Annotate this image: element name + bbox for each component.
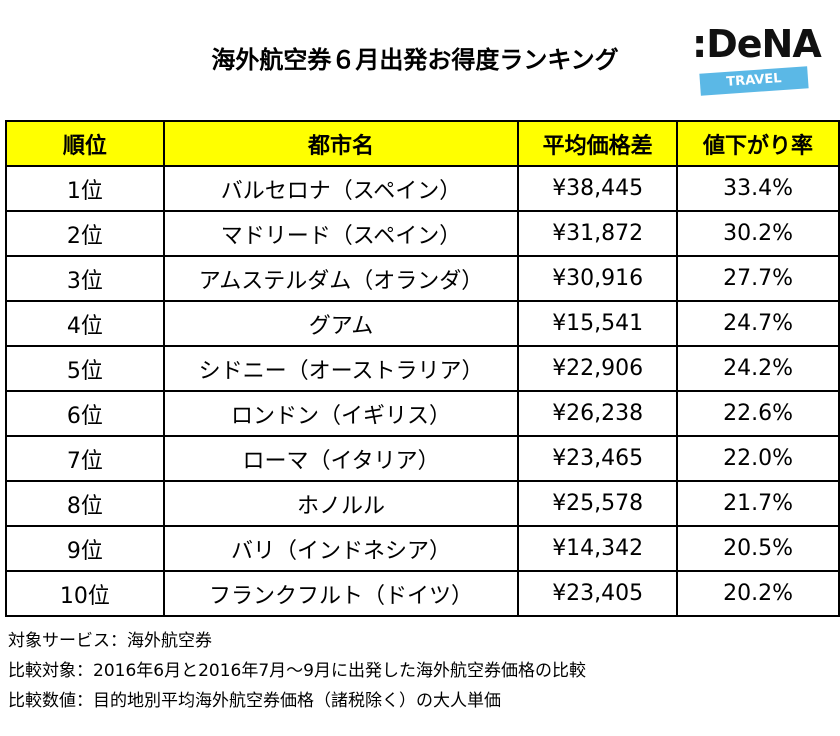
table-row: 5位 シドニー（オーストラリア） ¥22,906 24.2%	[5, 345, 840, 392]
cell: 27.7%	[676, 255, 840, 302]
cell: 10位	[5, 570, 165, 617]
cell: 2位	[5, 210, 165, 257]
header-row: 順位 都市名 平均価格差 値下がり率	[5, 120, 840, 167]
cell: 9位	[5, 525, 165, 572]
logo-sub: TRAVEL	[699, 66, 809, 96]
cell: ¥23,405	[517, 570, 679, 617]
note: 対象サービス：海外航空券	[8, 631, 212, 651]
table-row: 3位 アムステルダム（オランダ） ¥30,916 27.7%	[5, 255, 840, 302]
cell: 4位	[5, 300, 165, 347]
cell: 20.2%	[676, 570, 840, 617]
table-row: 4位 グアム ¥15,541 24.7%	[5, 300, 840, 347]
cell: ローマ（イタリア）	[162, 435, 520, 482]
cell: ロンドン（イギリス）	[162, 390, 520, 437]
cell: マドリード（スペイン）	[162, 210, 520, 257]
cell: ¥31,872	[517, 210, 679, 257]
cell: 5位	[5, 345, 165, 392]
ranking-table: 順位 都市名 平均価格差 値下がり率 1位 バルセロナ（スペイン） ¥38,445 33.4%…	[5, 120, 840, 617]
column-header: 平均価格差	[517, 120, 679, 167]
cell: ¥26,238	[517, 390, 679, 437]
title: 海外航空券６月出発お得度ランキング	[211, 46, 619, 74]
cell: ¥38,445	[517, 165, 679, 212]
cell: 20.5%	[676, 525, 840, 572]
cell: 24.7%	[676, 300, 840, 347]
cell: 1位	[5, 165, 165, 212]
cell: 3位	[5, 255, 165, 302]
note: 比較対象：2016年6月と2016年7月～9月に出発した海外航空券価格の比較	[8, 661, 586, 681]
cell: バリ（インドネシア）	[162, 525, 520, 572]
cell: ¥25,578	[517, 480, 679, 527]
cell: 7位	[5, 435, 165, 482]
cell: ¥23,465	[517, 435, 679, 482]
cell: 22.6%	[676, 390, 840, 437]
cell: ¥22,906	[517, 345, 679, 392]
cell: シドニー（オーストラリア）	[162, 345, 520, 392]
cell: 21.7%	[676, 480, 840, 527]
cell: ¥15,541	[517, 300, 679, 347]
table-row: 1位 バルセロナ（スペイン） ¥38,445 33.4%	[5, 165, 840, 212]
notes: 対象サービス：海外航空券比較対象：2016年6月と2016年7月～9月に出発した…	[8, 626, 586, 716]
cell: バルセロナ（スペイン）	[162, 165, 520, 212]
column-header: 順位	[5, 120, 165, 167]
table-row: 9位 バリ（インドネシア） ¥14,342 20.5%	[5, 525, 840, 572]
cell: フランクフルト（ドイツ）	[162, 570, 520, 617]
cell: ホノルル	[162, 480, 520, 527]
logo-mark: :DeNA	[692, 22, 822, 66]
cell: 8位	[5, 480, 165, 527]
cell: アムステルダム（オランダ）	[162, 255, 520, 302]
cell: ¥30,916	[517, 255, 679, 302]
cell: 6位	[5, 390, 165, 437]
table-row: 8位 ホノルル ¥25,578 21.7%	[5, 480, 840, 527]
table-row: 2位 マドリード（スペイン） ¥31,872 30.2%	[5, 210, 840, 257]
cell: グアム	[162, 300, 520, 347]
table-row: 7位 ローマ（イタリア） ¥23,465 22.0%	[5, 435, 840, 482]
table-row: 10位 フランクフルト（ドイツ） ¥23,405 20.2%	[5, 570, 840, 617]
cell: 33.4%	[676, 165, 840, 212]
cell: 24.2%	[676, 345, 840, 392]
cell: ¥14,342	[517, 525, 679, 572]
column-header: 都市名	[162, 120, 520, 167]
table-row: 6位 ロンドン（イギリス） ¥26,238 22.6%	[5, 390, 840, 437]
note: 比較数値：目的地別平均海外航空券価格（諸税除く）の大人単価	[8, 691, 501, 711]
logo: :DeNA TRAVEL	[692, 22, 822, 102]
column-header: 値下がり率	[676, 120, 840, 167]
cell: 30.2%	[676, 210, 840, 257]
cell: 22.0%	[676, 435, 840, 482]
